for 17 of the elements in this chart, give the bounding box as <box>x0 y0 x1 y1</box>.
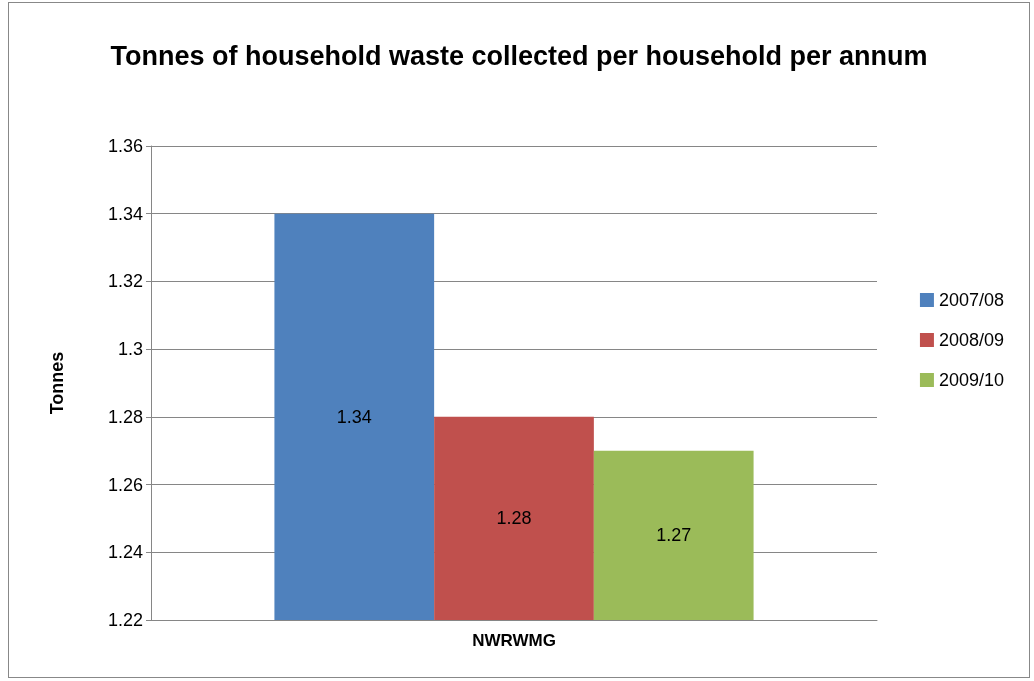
legend-label: 2009/10 <box>938 370 1005 390</box>
y-tick-label: 1.26 <box>107 474 143 495</box>
x-tick-label: NWRWMG <box>472 631 556 650</box>
y-tick-label: 1.28 <box>107 406 143 427</box>
data-label: 1.34 <box>336 406 372 427</box>
data-label: 1.27 <box>656 525 692 546</box>
y-tick-label: 1.24 <box>107 542 143 563</box>
y-tick-label: 1.3 <box>117 339 143 360</box>
chart-title: Tonnes of household waste collected per household per annum <box>110 41 928 71</box>
y-tick-label: 1.32 <box>107 271 143 292</box>
y-axis-title: Tonnes <box>47 351 67 415</box>
y-tick-label: 1.36 <box>107 136 143 156</box>
y-tick-label: 1.34 <box>107 203 143 224</box>
data-label: 1.28 <box>496 508 532 529</box>
legend-label: 2007/08 <box>938 290 1005 310</box>
legend-label: 2008/09 <box>938 330 1005 350</box>
y-tick-label: 1.22 <box>107 610 143 630</box>
